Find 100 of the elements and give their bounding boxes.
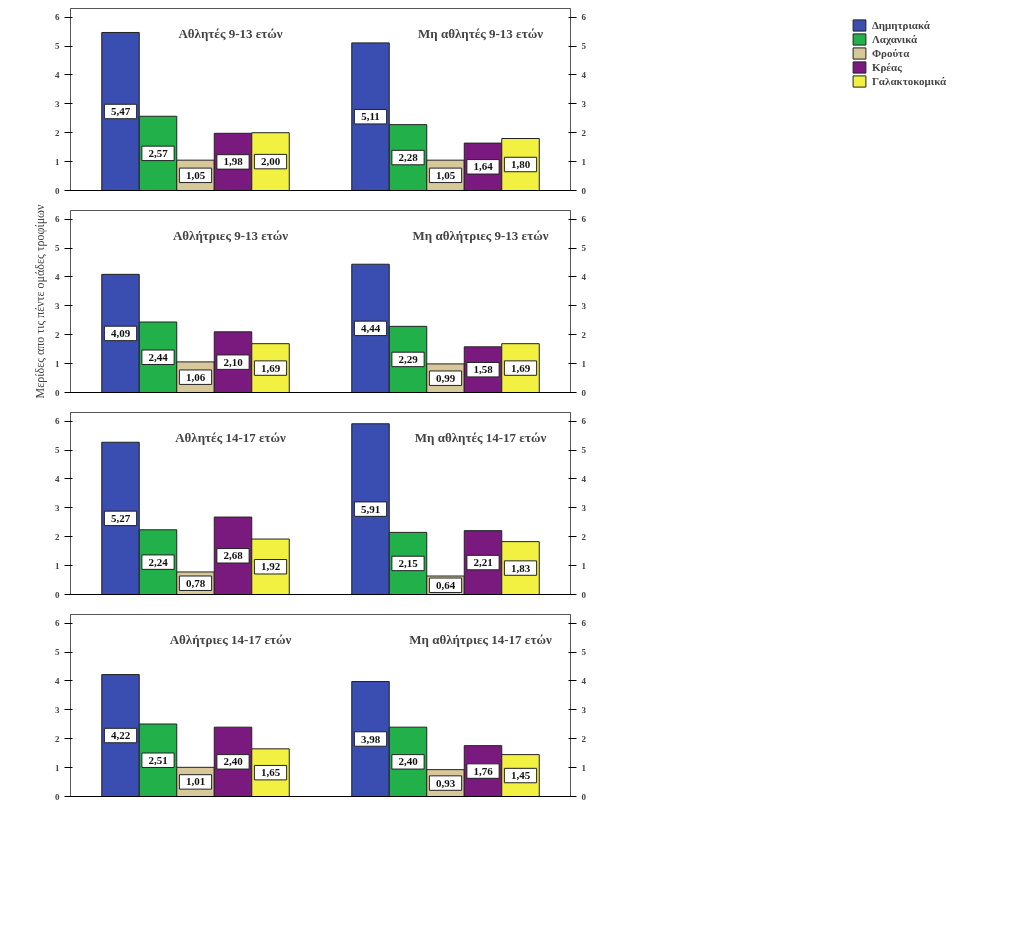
data-label: 2,00 bbox=[260, 155, 281, 168]
y2-tick-label: 0 bbox=[581, 387, 587, 398]
y2-tick-label: 1 bbox=[581, 560, 587, 571]
data-label: 2,57 bbox=[148, 146, 169, 159]
data-label: 0,78 bbox=[185, 576, 206, 589]
y-tick-label: 4 bbox=[55, 271, 60, 282]
y2-tick-label: 5 bbox=[581, 445, 587, 456]
y-tick-label: 1 bbox=[55, 762, 60, 773]
data-label: 0,93 bbox=[435, 776, 456, 789]
y-tick-label: 3 bbox=[55, 502, 60, 513]
y2-tick-label: 0 bbox=[581, 185, 587, 196]
data-label: 2,44 bbox=[148, 350, 169, 363]
legend-label: Γαλακτοκομικά bbox=[871, 74, 947, 88]
y2-tick-label: 6 bbox=[581, 12, 587, 23]
data-label: 0,99 bbox=[435, 371, 456, 384]
y-tick-label: 5 bbox=[55, 243, 60, 254]
data-label: 0,64 bbox=[435, 578, 456, 591]
y2-tick-label: 0 bbox=[581, 589, 587, 600]
data-label: 1,06 bbox=[185, 370, 206, 383]
legend-label: Λαχανικά bbox=[871, 32, 918, 46]
y2-tick-label: 4 bbox=[581, 69, 587, 80]
data-label: 5,47 bbox=[110, 104, 131, 117]
data-label: 5,91 bbox=[360, 502, 381, 515]
y2-tick-label: 6 bbox=[581, 416, 587, 427]
y2-tick-label: 3 bbox=[581, 704, 587, 715]
y-tick-label: 0 bbox=[55, 185, 60, 196]
y-tick-label: 2 bbox=[55, 127, 60, 138]
y-tick-label: 1 bbox=[55, 358, 60, 369]
data-label: 4,22 bbox=[110, 729, 131, 742]
y-tick-label: 2 bbox=[55, 329, 60, 340]
annotation: Αθλητές 9-13 ετών bbox=[178, 26, 283, 42]
data-label: 2,29 bbox=[398, 352, 419, 365]
y2-tick-label: 2 bbox=[581, 127, 587, 138]
y-tick-label: 2 bbox=[55, 531, 60, 542]
data-label: 2,68 bbox=[223, 549, 244, 562]
data-label: 1,65 bbox=[260, 766, 281, 779]
y2-tick-label: 5 bbox=[581, 647, 587, 658]
y-tick-label: 3 bbox=[55, 300, 60, 311]
data-label: 1,83 bbox=[510, 561, 531, 574]
data-label: 2,15 bbox=[398, 556, 419, 569]
y2-tick-label: 6 bbox=[581, 214, 587, 225]
data-label: 4,44 bbox=[360, 321, 381, 334]
data-label: 4,09 bbox=[110, 326, 131, 339]
data-label: 2,40 bbox=[398, 755, 419, 768]
data-label: 1,05 bbox=[185, 168, 206, 181]
y2-tick-label: 1 bbox=[581, 358, 587, 369]
y-tick-label: 4 bbox=[55, 675, 60, 686]
data-label: 3,98 bbox=[360, 732, 381, 745]
y-tick-label: 6 bbox=[55, 416, 60, 427]
y-tick-label: 0 bbox=[55, 387, 60, 398]
y-tick-label: 1 bbox=[55, 560, 60, 571]
y2-tick-label: 3 bbox=[581, 98, 587, 109]
y-tick-label: 1 bbox=[55, 156, 60, 167]
y2-tick-label: 1 bbox=[581, 762, 587, 773]
y2-tick-label: 1 bbox=[581, 156, 587, 167]
data-label: 2,28 bbox=[398, 151, 419, 164]
y2-tick-label: 5 bbox=[581, 41, 587, 52]
annotation: Αθλήτριες 9-13 ετών bbox=[172, 228, 289, 244]
y-tick-label: 3 bbox=[55, 704, 60, 715]
data-label: 1,05 bbox=[435, 168, 456, 181]
data-label: 2,21 bbox=[473, 556, 493, 569]
y-tick-label: 4 bbox=[55, 69, 60, 80]
legend-label: Φρούτα bbox=[871, 46, 910, 60]
y-tick-label: 5 bbox=[55, 647, 60, 658]
y2-tick-label: 5 bbox=[581, 243, 587, 254]
y-tick-label: 0 bbox=[55, 791, 60, 802]
annotation: Μη αθλήτριες 14-17 ετών bbox=[409, 632, 552, 648]
annotation: Μη αθλήτριες 9-13 ετών bbox=[412, 228, 549, 244]
data-label: 5,11 bbox=[361, 110, 380, 123]
data-label: 1,98 bbox=[223, 155, 244, 168]
data-label: 2,40 bbox=[223, 755, 244, 768]
y-tick-label: 6 bbox=[55, 12, 60, 23]
y2-tick-label: 6 bbox=[581, 618, 587, 629]
legend-label: Δημητριακά bbox=[871, 18, 930, 32]
y2-tick-label: 4 bbox=[581, 271, 587, 282]
data-label: 1,45 bbox=[510, 769, 531, 782]
y2-tick-label: 2 bbox=[581, 329, 587, 340]
data-label: 1,58 bbox=[473, 363, 494, 376]
y-tick-label: 6 bbox=[55, 618, 60, 629]
y2-tick-label: 2 bbox=[581, 733, 587, 744]
y-axis-title: Μερίδες απο τις πέντε ομάδες τροφίμων bbox=[33, 204, 47, 399]
y-tick-label: 4 bbox=[55, 473, 60, 484]
y2-tick-label: 0 bbox=[581, 791, 587, 802]
y2-tick-label: 3 bbox=[581, 502, 587, 513]
y-tick-label: 5 bbox=[55, 41, 60, 52]
data-label: 5,27 bbox=[110, 511, 131, 524]
annotation: Αθλήτριες 14-17 ετών bbox=[169, 632, 292, 648]
annotation: Αθλητές 14-17 ετών bbox=[175, 430, 287, 446]
y-tick-label: 6 bbox=[55, 214, 60, 225]
legend-label: Κρέας bbox=[871, 60, 902, 74]
data-label: 2,10 bbox=[223, 355, 244, 368]
data-label: 1,01 bbox=[185, 775, 206, 788]
data-label: 1,69 bbox=[510, 361, 531, 374]
y2-tick-label: 4 bbox=[581, 675, 587, 686]
y-tick-label: 0 bbox=[55, 589, 60, 600]
annotation: Μη αθλητές 9-13 ετών bbox=[418, 26, 544, 42]
annotation: Μη αθλητές 14-17 ετών bbox=[414, 430, 547, 446]
y-tick-label: 5 bbox=[55, 445, 60, 456]
y-tick-label: 3 bbox=[55, 98, 60, 109]
y-tick-label: 2 bbox=[55, 733, 60, 744]
